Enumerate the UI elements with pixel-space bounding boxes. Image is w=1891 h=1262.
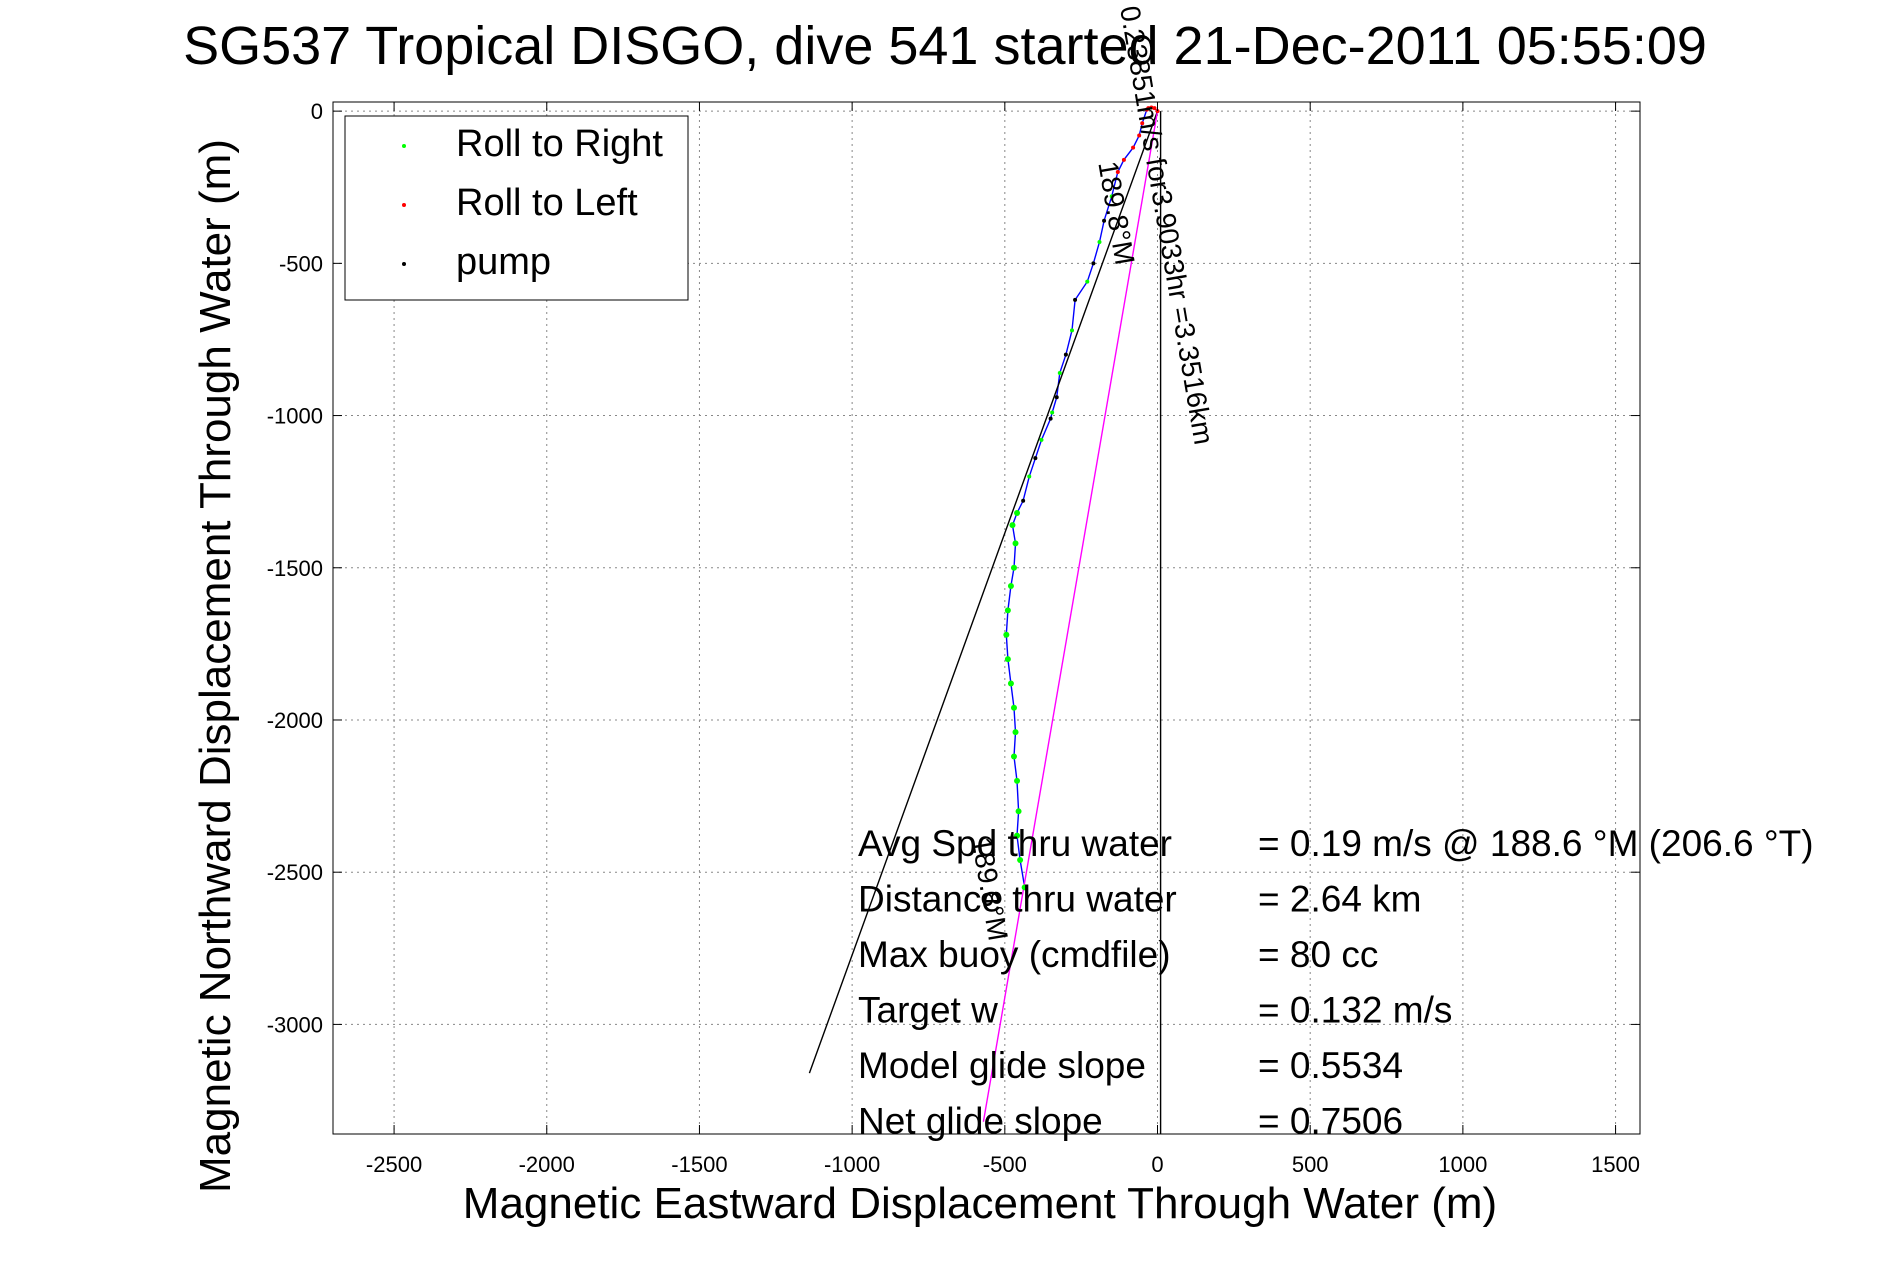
roll-marker bbox=[1097, 240, 1102, 245]
y-tick-label: -2000 bbox=[267, 708, 323, 733]
roll-marker bbox=[1070, 328, 1075, 333]
legend-label: pump bbox=[456, 241, 551, 283]
x-axis-label: Magnetic Eastward Displacement Through W… bbox=[463, 1179, 1497, 1228]
y-tick-label: -1000 bbox=[267, 404, 323, 429]
roll-marker bbox=[1021, 498, 1026, 503]
legend-marker bbox=[402, 144, 406, 148]
summary-value: = 0.19 m/s @ 188.6 °M (206.6 °T) bbox=[1258, 823, 1814, 864]
dive-summary: Avg Spd thru water = 0.19 m/s @ 188.6 °M … bbox=[858, 823, 1814, 1142]
roll-marker bbox=[1102, 218, 1107, 223]
summary-value: = 0.7506 bbox=[1258, 1101, 1403, 1142]
x-tick-label: -1500 bbox=[671, 1152, 727, 1177]
summary-label: Avg Spd thru water bbox=[858, 823, 1172, 864]
summary-value: = 0.132 m/s bbox=[1258, 990, 1452, 1031]
roll-marker bbox=[1033, 456, 1038, 461]
roll-marker bbox=[1085, 279, 1090, 284]
roll-marker bbox=[1014, 777, 1021, 784]
roll-marker bbox=[1152, 106, 1157, 111]
plot-border bbox=[332, 101, 1641, 1135]
y-tick-label: -500 bbox=[279, 251, 323, 276]
x-tick-label: -1000 bbox=[824, 1152, 880, 1177]
roll-marker bbox=[1137, 133, 1142, 138]
glide-heading-line bbox=[982, 110, 1159, 1122]
average-heading-line bbox=[808, 110, 1159, 1074]
roll-marker bbox=[1010, 753, 1017, 760]
x-tick-label: -2500 bbox=[366, 1152, 422, 1177]
summary-value: = 2.64 km bbox=[1258, 879, 1422, 920]
y-axis-label: Magnetic Northward Displacement Through … bbox=[191, 139, 240, 1193]
legend-marker bbox=[402, 203, 406, 207]
legend-label: Roll to Left bbox=[456, 182, 638, 224]
legend: Roll to Right Roll to Left pump bbox=[344, 115, 689, 301]
summary-label: Max buoy (cmdfile) bbox=[858, 934, 1171, 975]
roll-marker bbox=[1144, 107, 1149, 112]
x-tick-label: 500 bbox=[1292, 1152, 1329, 1177]
roll-marker bbox=[1007, 583, 1014, 590]
y-tick-label: -2500 bbox=[267, 860, 323, 885]
roll-marker bbox=[1012, 729, 1019, 736]
roll-marker bbox=[1004, 607, 1011, 614]
roll-marker bbox=[1091, 261, 1096, 266]
roll-marker bbox=[1003, 631, 1010, 638]
roll-marker bbox=[1054, 395, 1059, 400]
roll-marker bbox=[1007, 680, 1014, 687]
roll-marker bbox=[1073, 297, 1078, 302]
roll-marker bbox=[1027, 474, 1032, 479]
roll-marker bbox=[1131, 145, 1136, 150]
x-tick-label: -2000 bbox=[519, 1152, 575, 1177]
y-tick-label: -3000 bbox=[267, 1012, 323, 1037]
roll-marker bbox=[1063, 352, 1068, 357]
y-tick-label: -1500 bbox=[267, 556, 323, 581]
plot-frame bbox=[332, 101, 1641, 1135]
roll-marker bbox=[1017, 857, 1024, 864]
roll-marker bbox=[1050, 410, 1055, 415]
roll-marker bbox=[1014, 832, 1021, 839]
roll-marker bbox=[1057, 370, 1062, 375]
roll-marker bbox=[1048, 416, 1053, 421]
summary-label: Target w bbox=[858, 990, 998, 1031]
x-tick-label: 1000 bbox=[1438, 1152, 1487, 1177]
roll-marker bbox=[1010, 704, 1017, 711]
summary-label: Model glide slope bbox=[858, 1045, 1146, 1086]
summary-label: Net glide slope bbox=[858, 1101, 1103, 1142]
roll-marker bbox=[1109, 194, 1114, 199]
roll-marker bbox=[1012, 540, 1019, 547]
y-tick-label: 0 bbox=[311, 99, 323, 124]
roll-marker bbox=[1021, 884, 1028, 891]
roll-marker bbox=[1015, 808, 1022, 815]
roll-marker bbox=[1140, 121, 1145, 126]
roll-marker bbox=[1039, 437, 1044, 442]
summary-value: = 0.5534 bbox=[1258, 1045, 1403, 1086]
chart-title: SG537 Tropical DISGO, dive 541 started 2… bbox=[183, 16, 1707, 76]
tick-labels: -2500 -2000 -1500 -1000 -500 0 500 1000 1500 0 -50… bbox=[267, 99, 1640, 1177]
x-tick-label: -500 bbox=[983, 1152, 1027, 1177]
summary-label: Distance thru water bbox=[858, 879, 1177, 920]
x-tick-label: 0 bbox=[1151, 1152, 1163, 1177]
roll-marker bbox=[1014, 509, 1021, 516]
legend-label: Roll to Right bbox=[456, 123, 663, 165]
legend-marker bbox=[402, 262, 406, 266]
summary-value: = 80 cc bbox=[1258, 934, 1378, 975]
roll-marker bbox=[1004, 656, 1011, 663]
roll-marker bbox=[1010, 564, 1017, 571]
roll-marker bbox=[1009, 522, 1016, 529]
roll-marker bbox=[1115, 170, 1120, 175]
roll-marker bbox=[1149, 105, 1154, 110]
roll-marker bbox=[1121, 157, 1126, 162]
x-tick-label: 1500 bbox=[1591, 1152, 1640, 1177]
series-group bbox=[808, 105, 1162, 1134]
roll-marker bbox=[1155, 109, 1160, 114]
